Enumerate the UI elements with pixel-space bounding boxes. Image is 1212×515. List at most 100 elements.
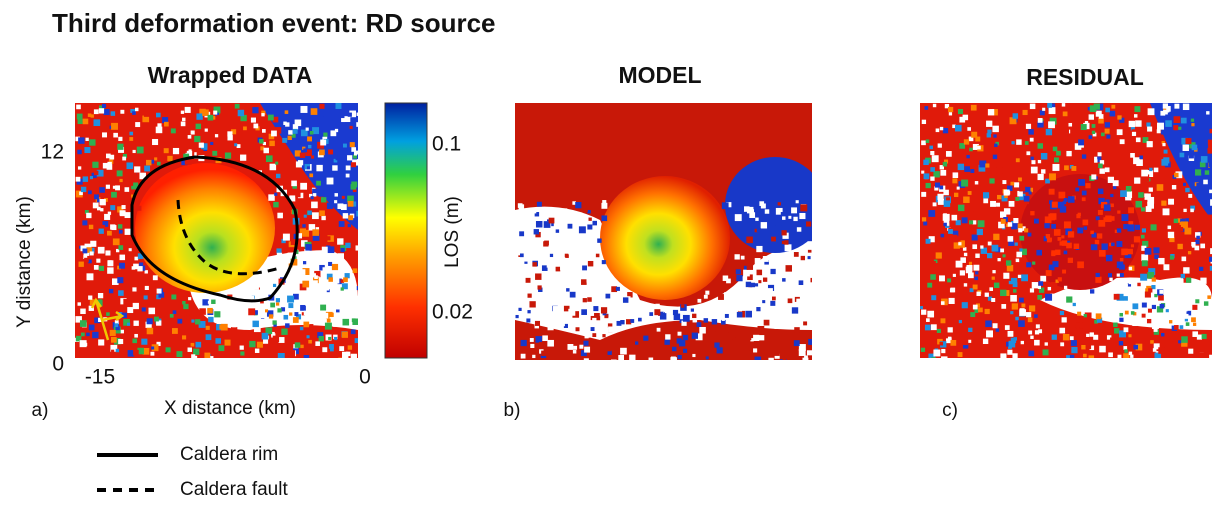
pixel-speckle <box>1008 236 1014 242</box>
pixel-speckle <box>720 306 726 312</box>
pixel-speckle <box>931 324 937 330</box>
pixel-speckle <box>757 270 763 276</box>
pixel-speckle <box>1170 256 1174 260</box>
pixel-speckle <box>1030 336 1033 339</box>
pixel-speckle <box>1030 138 1034 142</box>
pixel-speckle <box>102 104 106 108</box>
pixel-speckle <box>799 349 806 356</box>
pixel-speckle <box>182 301 185 304</box>
pixel-speckle <box>977 229 983 235</box>
pixel-speckle <box>937 208 942 213</box>
pixel-speckle <box>783 357 786 360</box>
pixel-speckle <box>273 202 278 207</box>
pixel-speckle <box>288 303 293 308</box>
pixel-speckle <box>350 126 353 129</box>
pixel-speckle <box>337 238 343 244</box>
pixel-speckle <box>1113 323 1118 328</box>
pixel-speckle <box>1062 103 1065 106</box>
pixel-speckle <box>1009 341 1016 348</box>
pixel-speckle <box>1060 206 1066 212</box>
pixel-speckle <box>1012 303 1018 309</box>
pixel-speckle <box>542 335 548 341</box>
pixel-speckle <box>182 118 185 121</box>
pixel-speckle <box>85 138 88 141</box>
pixel-speckle <box>141 339 147 345</box>
pixel-speckle <box>263 148 268 153</box>
pixel-speckle <box>1045 342 1048 345</box>
pixel-speckle <box>770 269 775 274</box>
pixel-speckle <box>643 336 648 341</box>
pixel-speckle <box>735 254 740 259</box>
pixel-speckle <box>1164 298 1170 304</box>
pixel-speckle <box>125 229 131 235</box>
pixel-speckle <box>753 289 759 295</box>
pixel-speckle <box>1026 312 1031 317</box>
pixel-speckle <box>1162 143 1165 146</box>
pixel-speckle <box>345 304 349 308</box>
pixel-speckle <box>657 328 661 332</box>
pixel-speckle <box>762 268 768 274</box>
pixel-speckle <box>326 236 330 240</box>
pixel-speckle <box>1061 157 1067 163</box>
pixel-speckle <box>774 351 779 356</box>
pixel-speckle <box>342 352 348 358</box>
pixel-speckle <box>1193 323 1196 326</box>
pixel-speckle <box>1017 191 1023 197</box>
pixel-speckle <box>944 335 947 338</box>
pixel-speckle <box>954 193 958 197</box>
pixel-speckle <box>775 323 781 329</box>
pixel-speckle <box>1169 320 1172 323</box>
pixel-speckle <box>992 270 995 273</box>
pixel-speckle <box>215 338 221 344</box>
pixel-speckle <box>1086 344 1091 349</box>
pixel-speckle <box>939 186 943 190</box>
pixel-speckle <box>107 162 111 166</box>
pixel-speckle <box>1188 194 1192 198</box>
pixel-speckle <box>568 309 575 316</box>
pixel-speckle <box>291 181 297 187</box>
pixel-speckle <box>110 205 115 210</box>
pixel-speckle <box>272 320 276 324</box>
pixel-speckle <box>113 133 118 138</box>
pixel-speckle <box>810 278 814 282</box>
pixel-speckle <box>310 131 314 135</box>
pixel-speckle <box>921 192 926 197</box>
pixel-speckle <box>1191 123 1194 126</box>
pixel-speckle <box>308 340 312 344</box>
pixel-speckle <box>535 321 540 326</box>
pixel-speckle <box>357 154 360 157</box>
pixel-speckle <box>1026 151 1030 155</box>
pixel-speckle <box>100 208 103 211</box>
pixel-speckle <box>303 148 307 152</box>
pixel-speckle <box>785 244 792 251</box>
pixel-speckle <box>791 207 797 213</box>
pixel-speckle <box>1021 341 1024 344</box>
pixel-speckle <box>964 166 970 172</box>
pixel-speckle <box>1120 139 1125 144</box>
pixel-speckle <box>121 205 125 209</box>
pixel-speckle <box>1105 129 1110 134</box>
pixel-speckle <box>1183 183 1186 186</box>
pixel-speckle <box>319 150 325 156</box>
pixel-speckle <box>338 234 341 237</box>
pixel-speckle <box>723 275 728 280</box>
pixel-speckle <box>778 293 783 298</box>
pixel-speckle <box>1015 197 1019 201</box>
pixel-speckle <box>1078 179 1085 186</box>
pixel-speckle <box>83 119 89 125</box>
pixel-speckle <box>197 149 204 156</box>
pixel-speckle <box>1154 255 1159 260</box>
pixel-speckle <box>950 340 956 346</box>
pixel-speckle <box>751 209 754 212</box>
pixel-speckle <box>341 287 344 290</box>
pixel-speckle <box>119 230 123 234</box>
pixel-speckle <box>1030 104 1036 110</box>
pixel-speckle <box>356 296 362 302</box>
pixel-speckle <box>1114 328 1119 333</box>
pixel-speckle <box>610 357 613 360</box>
pixel-speckle <box>1052 202 1058 208</box>
pixel-speckle <box>755 357 762 364</box>
pixel-speckle <box>788 298 793 303</box>
pixel-speckle <box>1195 246 1200 251</box>
